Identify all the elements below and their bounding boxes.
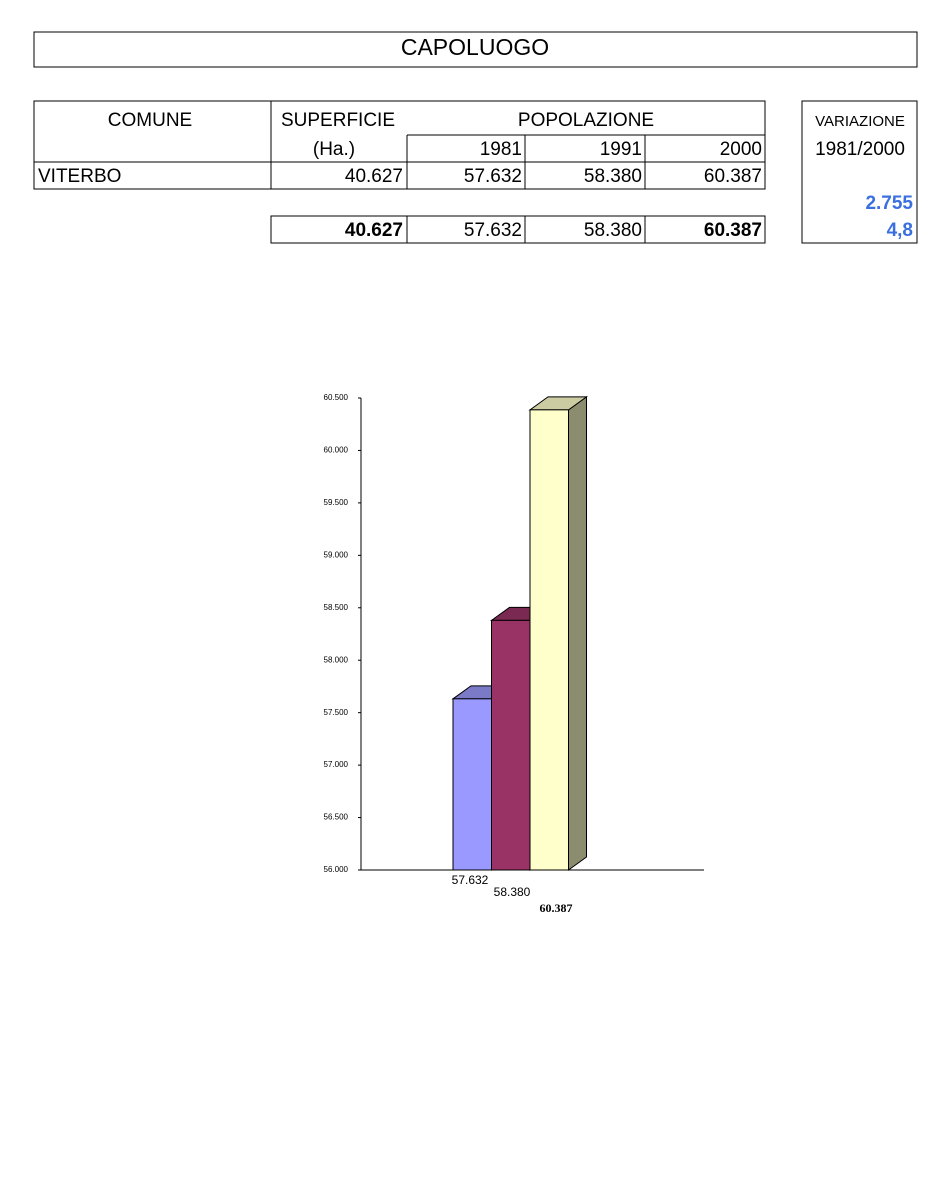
total: 58.380 <box>584 220 642 241</box>
data-label: 57.632 <box>452 873 489 887</box>
cell: 58.380 <box>584 166 642 187</box>
header-year: 2000 <box>720 139 762 160</box>
variazione-percent: 4,8 <box>887 220 913 241</box>
y-tick-label: 60.500 <box>324 393 349 402</box>
header-popolazione: POPOLAZIONE <box>518 110 654 131</box>
table-lines <box>33 100 918 244</box>
data-label: 60.387 <box>540 901 573 915</box>
y-tick-label: 58.000 <box>324 655 349 664</box>
variazione-absolute: 2.755 <box>865 193 913 214</box>
total: 40.627 <box>345 220 403 241</box>
variazione-label: VARIAZIONE <box>815 113 905 130</box>
bar <box>452 698 492 871</box>
y-tick-label: 59.500 <box>324 498 349 507</box>
total: 57.632 <box>464 220 522 241</box>
y-tick-label: 60.000 <box>324 446 349 455</box>
title: CAPOLUOGO <box>401 34 549 60</box>
header-superficie: SUPERFICIE <box>281 110 395 131</box>
cell: 60.387 <box>704 166 762 187</box>
data-label: 58.380 <box>494 885 531 899</box>
cell: 57.632 <box>464 166 522 187</box>
total: 60.387 <box>704 220 762 241</box>
header-year: 1991 <box>600 139 642 160</box>
header-comune: COMUNE <box>108 110 192 131</box>
cell: VITERBO <box>38 166 121 187</box>
y-tick-label: 57.500 <box>324 708 349 717</box>
y-tick-label: 57.000 <box>324 760 349 769</box>
bar <box>491 619 531 871</box>
y-tick-label: 59.000 <box>324 550 349 559</box>
y-tick-label: 58.500 <box>324 603 349 612</box>
cell: 40.627 <box>345 166 403 187</box>
variazione-period: 1981/2000 <box>815 139 905 160</box>
title-box <box>33 31 918 68</box>
chart: 56.000 56.500 57.000 57.500 58.000 58.500 59.0… <box>324 393 704 915</box>
header-year: 1981 <box>480 139 522 160</box>
header-unit: (Ha.) <box>313 139 355 160</box>
y-tick-label: 56.000 <box>324 865 349 874</box>
y-tick-label: 56.500 <box>324 813 349 822</box>
bar-side <box>568 395 587 871</box>
bar <box>529 409 569 871</box>
